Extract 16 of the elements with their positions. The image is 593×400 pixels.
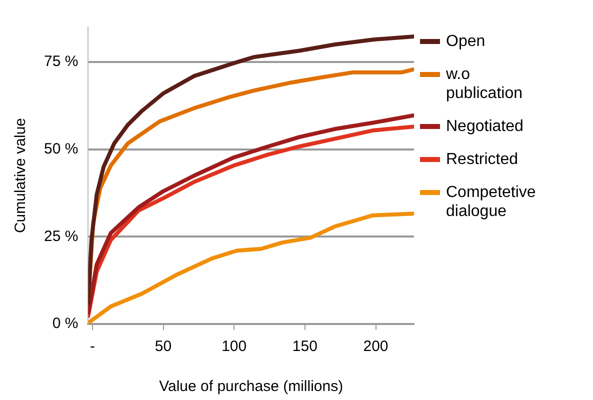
x-tick-label: 50: [154, 338, 172, 356]
x-tick-label: 100: [222, 338, 247, 356]
legend-label: Negotiated: [446, 117, 524, 136]
y-tick-label: 75 %: [44, 53, 78, 70]
y-tick-label: 50 %: [44, 140, 78, 158]
y-axis-title: Cumulative value: [12, 118, 30, 234]
x-tick-label: 200: [363, 338, 388, 356]
y-tick-label: 0 %: [52, 315, 78, 332]
y-tick-label: 25 %: [44, 228, 78, 245]
legend-label: Restricted: [446, 150, 520, 169]
legend-label: w.o publication: [446, 65, 524, 103]
legend-label: Competetive dialogue: [446, 183, 537, 221]
x-axis-title: Value of purchase (millions): [159, 378, 344, 396]
x-tick-label: -: [90, 338, 95, 356]
legend-label: Open: [446, 32, 486, 51]
x-tick-label: 150: [292, 338, 318, 356]
